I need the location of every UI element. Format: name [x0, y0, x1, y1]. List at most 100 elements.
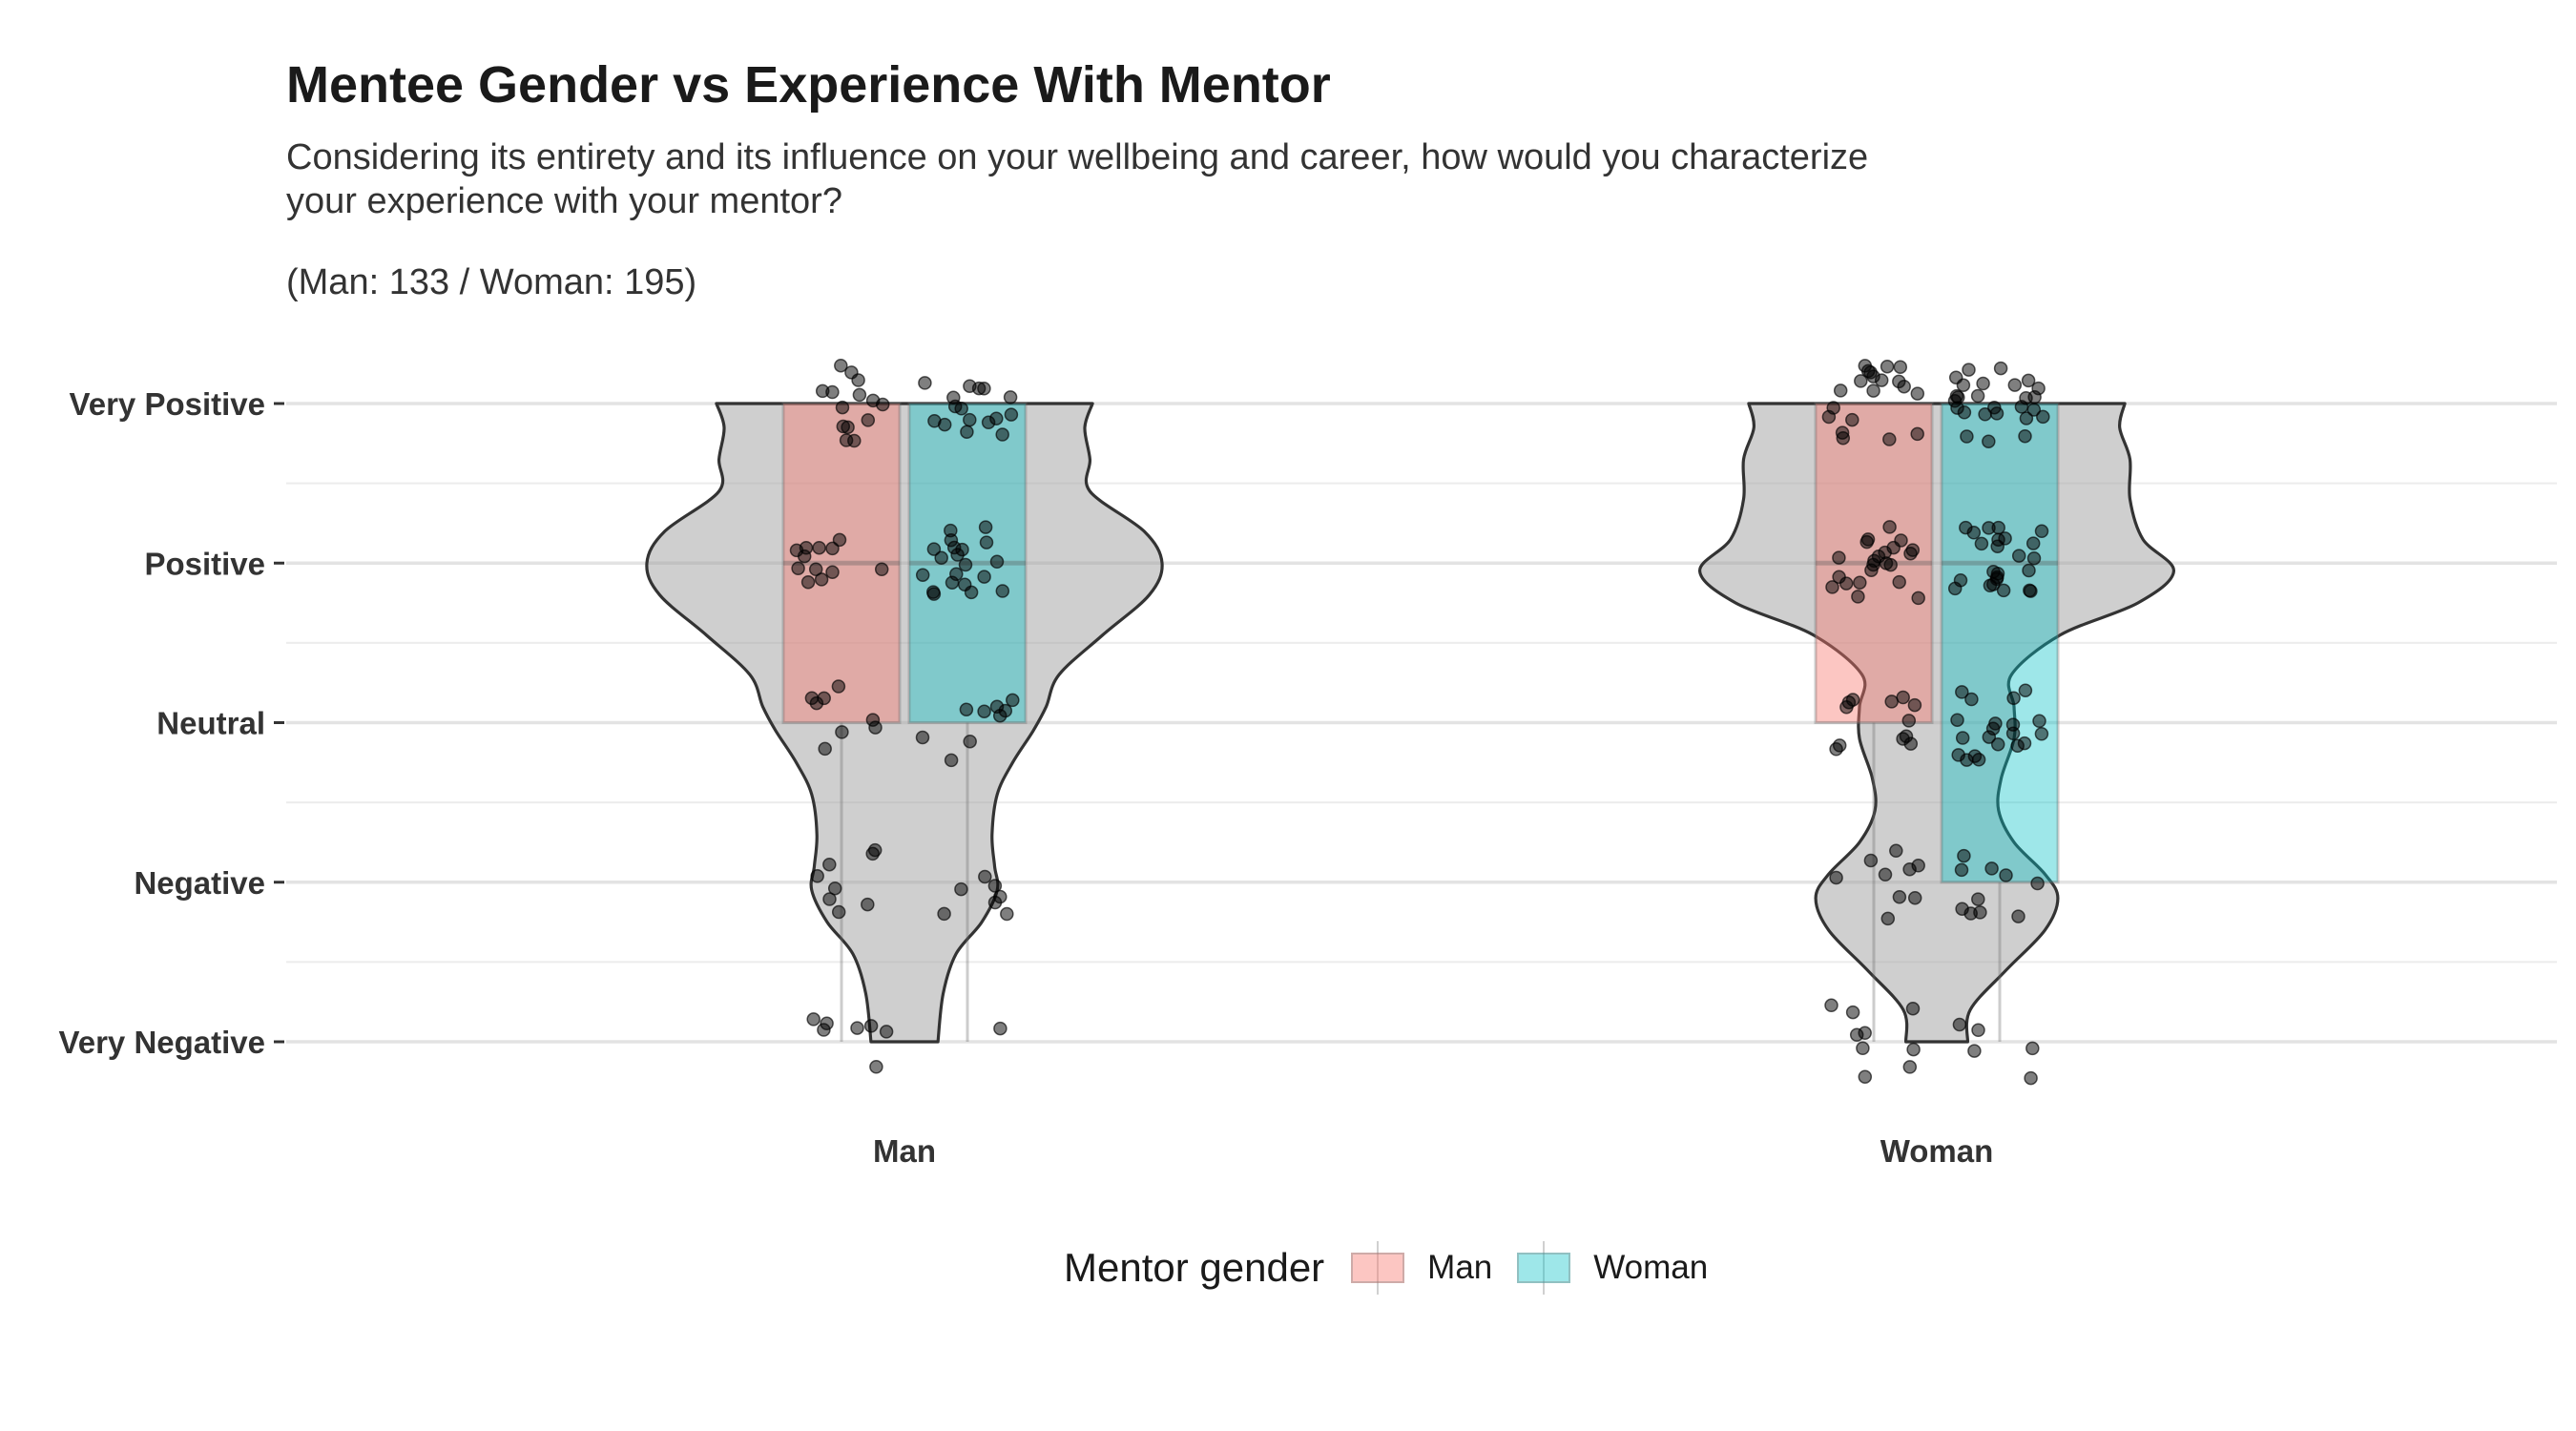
data-point-woman-mentee-woman-mentor — [2032, 714, 2046, 729]
data-point-man-mentee-woman-mentor — [998, 703, 1013, 718]
data-point-woman-mentee-man-mentor — [1854, 374, 1868, 388]
data-point-man-mentee-man-mentor — [851, 373, 865, 387]
data-point-woman-mentee-woman-mentor — [1990, 539, 2005, 553]
data-point-man-mentee-man-mentor — [869, 1060, 883, 1074]
data-point-woman-mentee-woman-mentor — [2025, 1041, 2040, 1056]
data-point-man-mentee-woman-mentor — [944, 753, 959, 768]
data-point-man-mentee-woman-mentor — [977, 704, 991, 718]
data-point-man-mentee-woman-mentor — [993, 1021, 1008, 1036]
data-point-man-mentee-man-mentor — [879, 1025, 894, 1039]
data-point-woman-mentee-woman-mentor — [1952, 1017, 1967, 1032]
data-point-woman-mentee-man-mentor — [1892, 889, 1907, 904]
data-point-man-mentee-man-mentor — [863, 1019, 879, 1033]
data-point-man-mentee-woman-mentor — [1004, 407, 1019, 422]
legend-item-woman: Woman — [1517, 1241, 1708, 1295]
x-tick-label-man: Man — [873, 1133, 936, 1169]
data-point-woman-mentee-woman-mentor — [1976, 376, 1990, 391]
data-point-woman-mentee-man-mentor — [1824, 998, 1839, 1013]
data-point-man-mentee-woman-mentor — [915, 568, 930, 582]
data-point-woman-mentee-woman-mentor — [1987, 400, 2002, 415]
data-point-man-mentee-woman-mentor — [944, 523, 958, 538]
data-point-woman-mentee-woman-mentor — [1948, 370, 1963, 384]
data-point-man-mentee-woman-mentor — [995, 427, 1009, 442]
data-point-woman-mentee-woman-mentor — [1971, 1023, 1985, 1038]
legend-item-man: Man — [1351, 1241, 1492, 1295]
data-point-woman-mentee-man-mentor — [1853, 575, 1867, 590]
data-point-man-mentee-man-mentor — [874, 562, 889, 577]
data-point-man-mentee-woman-mentor — [978, 869, 992, 884]
data-point-woman-mentee-woman-mentor — [1966, 526, 1982, 540]
legend-key-man — [1351, 1241, 1405, 1295]
data-point-woman-mentee-man-mentor — [1829, 870, 1843, 885]
data-point-man-mentee-man-mentor — [822, 892, 837, 906]
data-point-man-mentee-woman-mentor — [971, 381, 987, 396]
data-point-man-mentee-man-mentor — [825, 565, 840, 579]
legend: Mentor gender Man Woman — [1064, 1238, 1733, 1297]
data-point-woman-mentee-man-mentor — [1901, 714, 1917, 728]
data-point-woman-mentee-woman-mentor — [2027, 390, 2042, 404]
data-point-woman-mentee-woman-mentor — [1951, 748, 1965, 762]
data-point-woman-mentee-woman-mentor — [1957, 848, 1971, 863]
data-point-man-mentee-woman-mentor — [963, 734, 977, 749]
data-point-woman-mentee-woman-mentor — [2034, 727, 2049, 741]
data-point-woman-mentee-woman-mentor — [1957, 405, 1972, 420]
data-point-woman-mentee-woman-mentor — [2007, 378, 2023, 392]
data-point-woman-mentee-woman-mentor — [1973, 905, 1987, 920]
data-point-woman-mentee-man-mentor — [1896, 690, 1910, 705]
data-point-man-mentee-man-mentor — [831, 904, 846, 920]
data-point-woman-mentee-woman-mentor — [1993, 361, 2008, 376]
data-point-man-mentee-woman-mentor — [1003, 390, 1018, 404]
data-point-man-mentee-man-mentor — [835, 725, 849, 739]
data-point-woman-mentee-woman-mentor — [2034, 524, 2049, 539]
data-point-woman-mentee-man-mentor — [1874, 373, 1889, 387]
data-point-man-mentee-man-mentor — [822, 857, 837, 872]
data-point-woman-mentee-man-mentor — [1829, 742, 1843, 757]
data-point-man-mentee-woman-mentor — [934, 550, 948, 565]
data-point-man-mentee-woman-mentor — [960, 425, 974, 439]
data-point-woman-mentee-man-mentor — [1860, 363, 1876, 379]
data-point-woman-mentee-man-mentor — [1867, 553, 1881, 569]
data-point-woman-mentee-woman-mentor — [1955, 685, 1969, 699]
data-point-woman-mentee-man-mentor — [1845, 1005, 1860, 1020]
violin-woman — [1698, 402, 2175, 1044]
boxplot-woman-mentee-woman-mentor — [1940, 402, 2060, 884]
data-point-woman-mentee-woman-mentor — [1971, 892, 1985, 906]
data-point-man-mentee-woman-mentor — [989, 411, 1004, 425]
violin-plot: Very Negative Negative Neutral Positive Very… — [59, 358, 2557, 1169]
legend-label-man: Man — [1427, 1249, 1493, 1286]
data-point-man-mentee-man-mentor — [875, 397, 890, 412]
data-point-woman-mentee-woman-mentor — [1970, 388, 1985, 404]
data-point-woman-mentee-man-mentor — [1878, 867, 1893, 882]
data-point-man-mentee-man-mentor — [832, 532, 847, 548]
data-point-woman-mentee-man-mentor — [1910, 386, 1925, 401]
data-point-woman-mentee-man-mentor — [1905, 1001, 1921, 1016]
data-point-man-mentee-man-mentor — [806, 1012, 821, 1027]
data-point-woman-mentee-woman-mentor — [2011, 909, 2025, 923]
data-point-woman-mentee-man-mentor — [1910, 426, 1924, 442]
grid-lines — [286, 402, 2557, 1044]
data-point-woman-mentee-woman-mentor — [1983, 578, 1998, 593]
data-point-woman-mentee-woman-mentor — [1974, 536, 1989, 551]
data-point-man-mentee-woman-mentor — [978, 520, 993, 534]
legend-label-woman: Woman — [1593, 1249, 1709, 1286]
data-point-man-mentee-woman-mentor — [1006, 693, 1020, 708]
data-point-woman-mentee-man-mentor — [1858, 1026, 1872, 1041]
data-point-man-mentee-man-mentor — [861, 897, 875, 912]
chart-subtitle: Considering its entirety and its influen… — [286, 137, 1869, 221]
data-point-woman-mentee-woman-mentor — [1962, 363, 1976, 377]
data-point-woman-mentee-man-mentor — [1892, 374, 1906, 389]
data-point-woman-mentee-woman-mentor — [2017, 736, 2032, 751]
data-point-woman-mentee-man-mentor — [1856, 1041, 1870, 1056]
data-point-woman-mentee-woman-mentor — [2018, 428, 2032, 444]
data-point-woman-mentee-man-mentor — [1906, 1042, 1921, 1057]
data-point-woman-mentee-man-mentor — [1866, 384, 1880, 398]
data-point-man-mentee-man-mentor — [827, 881, 842, 896]
data-point-woman-mentee-man-mentor — [1883, 557, 1898, 572]
data-point-woman-mentee-woman-mentor — [1967, 1044, 1982, 1058]
data-point-woman-mentee-man-mentor — [1841, 695, 1857, 710]
data-point-woman-mentee-man-mentor — [1845, 412, 1859, 427]
data-point-man-mentee-woman-mentor — [987, 895, 1003, 910]
data-point-woman-mentee-woman-mentor — [1990, 736, 2005, 752]
data-point-man-mentee-woman-mentor — [954, 402, 968, 416]
data-point-man-mentee-woman-mentor — [989, 554, 1005, 570]
